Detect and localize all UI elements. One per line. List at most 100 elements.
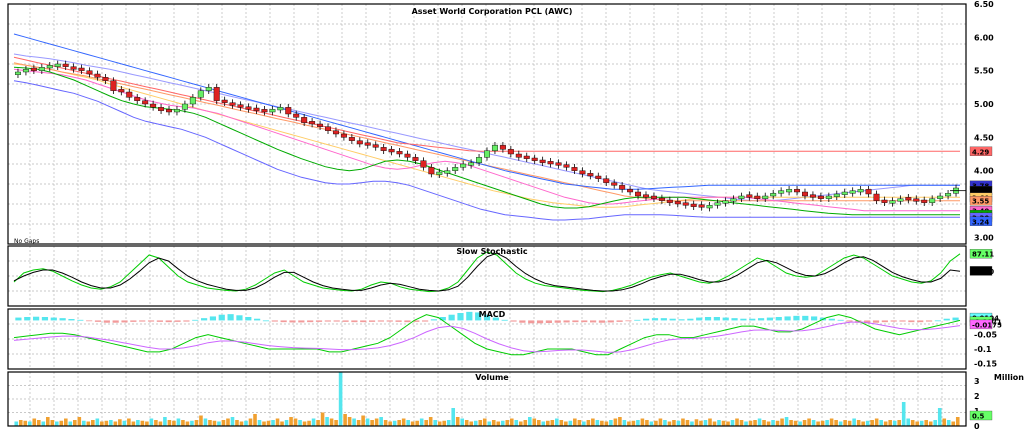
volume-bar bbox=[897, 420, 901, 426]
volume-y-tick-label: 0 bbox=[974, 422, 980, 431]
macd-histogram-bar bbox=[77, 319, 84, 321]
candle-body bbox=[786, 189, 793, 193]
macd-histogram-bar bbox=[94, 320, 102, 322]
price-indicator-line-5 bbox=[13, 80, 960, 221]
macd-histogram-bar bbox=[793, 315, 800, 321]
volume-bar bbox=[928, 421, 933, 426]
volume-bar bbox=[469, 421, 474, 426]
macd-histogram-bar bbox=[324, 320, 331, 322]
volume-bar bbox=[325, 417, 329, 426]
volume-bar bbox=[316, 420, 320, 426]
volume-bar bbox=[217, 421, 221, 426]
volume-bar bbox=[136, 420, 140, 426]
macd-histogram-bar bbox=[908, 320, 915, 323]
candle-body bbox=[22, 69, 29, 73]
volume-bar bbox=[433, 420, 437, 426]
volume-bar bbox=[280, 421, 284, 426]
candle-body bbox=[158, 107, 165, 111]
candle-body bbox=[277, 107, 284, 111]
macd-histogram-bar bbox=[757, 318, 765, 321]
macd-histogram-bar bbox=[519, 320, 526, 323]
macd-histogram-bar bbox=[448, 314, 455, 321]
volume-bar bbox=[131, 421, 136, 426]
macd-histogram-bar bbox=[722, 317, 729, 321]
macd-histogram-bar bbox=[395, 320, 402, 322]
candle-body bbox=[849, 190, 856, 194]
candle-body bbox=[539, 159, 546, 163]
volume-bar bbox=[118, 419, 122, 426]
volume-bar bbox=[627, 421, 631, 426]
volume-bar bbox=[289, 417, 293, 426]
candle-body bbox=[134, 97, 141, 101]
candle-body bbox=[698, 204, 705, 208]
volume-bar bbox=[685, 420, 690, 426]
volume-bar bbox=[451, 408, 456, 426]
volume-bar bbox=[847, 420, 852, 426]
volume-bar bbox=[784, 417, 789, 426]
volume-bar bbox=[127, 418, 131, 426]
volume-bar bbox=[266, 420, 271, 426]
volume-bar bbox=[708, 418, 712, 426]
volume-bar bbox=[428, 417, 433, 426]
no-gaps-label: No Gaps bbox=[14, 238, 39, 245]
candle-body bbox=[650, 195, 657, 199]
volume-bar bbox=[370, 420, 374, 426]
price-frame bbox=[7, 3, 967, 245]
volume-bar bbox=[163, 417, 167, 426]
volume-bar bbox=[559, 420, 564, 426]
candle-body bbox=[388, 149, 395, 153]
volume-bar bbox=[379, 417, 383, 426]
volume-bar bbox=[496, 421, 501, 426]
candle-body bbox=[30, 67, 37, 71]
volume-bar bbox=[145, 421, 149, 426]
price-indicator-line-3 bbox=[13, 68, 960, 212]
candle-body bbox=[499, 145, 506, 150]
price-y-tick-label: 6.00 bbox=[974, 33, 994, 42]
volume-bar bbox=[68, 421, 73, 426]
candle-body bbox=[301, 117, 308, 123]
macd-histogram-bar bbox=[227, 314, 234, 321]
macd-histogram-bar bbox=[315, 320, 323, 322]
candle-body bbox=[929, 198, 936, 203]
volume-bar bbox=[744, 421, 748, 426]
candle-body bbox=[14, 71, 21, 75]
volume-bar bbox=[906, 418, 910, 426]
macd-histogram-bar bbox=[545, 320, 552, 323]
volume-bar bbox=[154, 420, 158, 426]
stochastic-line-1 bbox=[13, 252, 961, 292]
volume-bar bbox=[658, 418, 663, 426]
volume-bar bbox=[780, 418, 784, 426]
macd-histogram-bar bbox=[607, 320, 614, 323]
candle-body bbox=[245, 106, 252, 110]
volume-bar bbox=[203, 418, 208, 426]
candle-body bbox=[754, 195, 761, 199]
candle-body bbox=[229, 102, 236, 106]
volume-bar bbox=[284, 420, 289, 426]
volume-bar bbox=[478, 420, 483, 426]
macd-histogram-bar bbox=[333, 320, 340, 322]
volume-bar bbox=[518, 421, 523, 426]
macd-histogram-bar bbox=[864, 320, 871, 324]
volume-bar bbox=[275, 418, 280, 426]
volume-bar bbox=[167, 420, 172, 426]
volume-y-tick-label: 3 bbox=[974, 377, 980, 386]
volume-bar bbox=[654, 420, 658, 426]
candle-body bbox=[126, 91, 133, 98]
candle-body bbox=[905, 197, 912, 201]
volume-bar bbox=[149, 418, 154, 426]
candle-body bbox=[484, 150, 490, 158]
volume-bar bbox=[550, 420, 555, 426]
candle-body bbox=[770, 193, 777, 197]
volume-bar bbox=[230, 417, 235, 426]
volume-bar bbox=[343, 414, 347, 426]
price-y-tick-label: 5.00 bbox=[974, 100, 994, 109]
volume-bar bbox=[208, 420, 212, 426]
volume-bar bbox=[883, 421, 888, 426]
candle-body bbox=[380, 147, 387, 151]
candle-body bbox=[102, 77, 109, 81]
macd-histogram-bar bbox=[669, 318, 676, 321]
macd-histogram-bar bbox=[943, 318, 950, 321]
volume-bar bbox=[73, 420, 77, 426]
candle-body bbox=[682, 202, 689, 206]
stochastic-value-tag-label: 87.11 bbox=[972, 251, 994, 259]
